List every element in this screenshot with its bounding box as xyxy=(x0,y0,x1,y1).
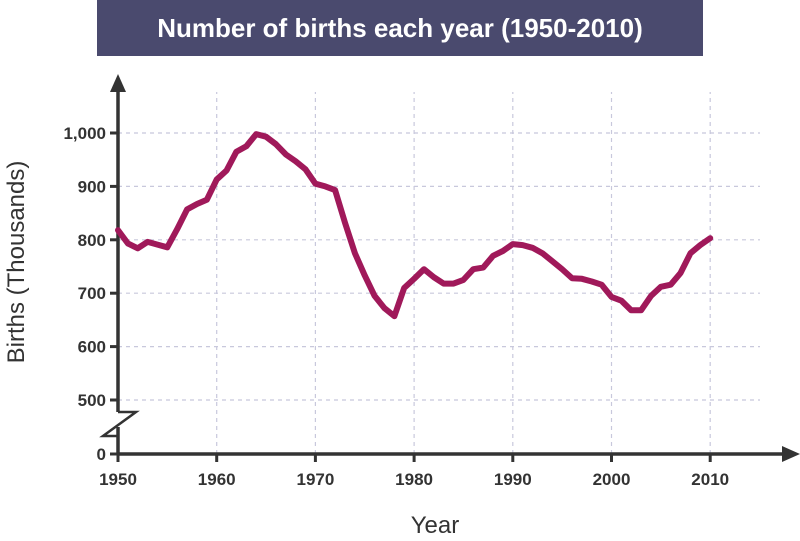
y-axis-break-icon xyxy=(99,410,140,438)
x-axis-arrow-icon xyxy=(782,446,800,462)
y-tick-label: 600 xyxy=(78,338,106,357)
chart-title: Number of births each year (1950-2010) xyxy=(97,0,703,56)
x-tick-label: 1990 xyxy=(494,470,532,489)
y-axis-title: Births (Thousands) xyxy=(3,161,30,364)
x-tick-label: 1970 xyxy=(296,470,334,489)
grid-lines xyxy=(118,92,760,454)
y-tick-label: 800 xyxy=(78,231,106,250)
y-tick-label: 1,000 xyxy=(63,124,106,143)
x-tick-label: 1960 xyxy=(198,470,236,489)
tick-labels: 0 500 600 700 800 900 1,000 1950 1960 1970 1980 199… xyxy=(63,124,729,489)
x-tick-label: 1950 xyxy=(99,470,137,489)
x-tick-label: 2000 xyxy=(593,470,631,489)
x-axis-title: Year xyxy=(411,512,460,539)
y-tick-label: 500 xyxy=(78,391,106,410)
y-tick-label: 700 xyxy=(78,284,106,303)
y-tick-label: 900 xyxy=(78,177,106,196)
x-tick-label: 1980 xyxy=(395,470,433,489)
axes xyxy=(99,74,800,462)
x-tick-label: 2010 xyxy=(691,470,729,489)
y-tick-label: 0 xyxy=(97,445,106,464)
y-axis-arrow-icon xyxy=(110,74,126,92)
series-line xyxy=(115,131,714,320)
series-group xyxy=(115,131,714,320)
